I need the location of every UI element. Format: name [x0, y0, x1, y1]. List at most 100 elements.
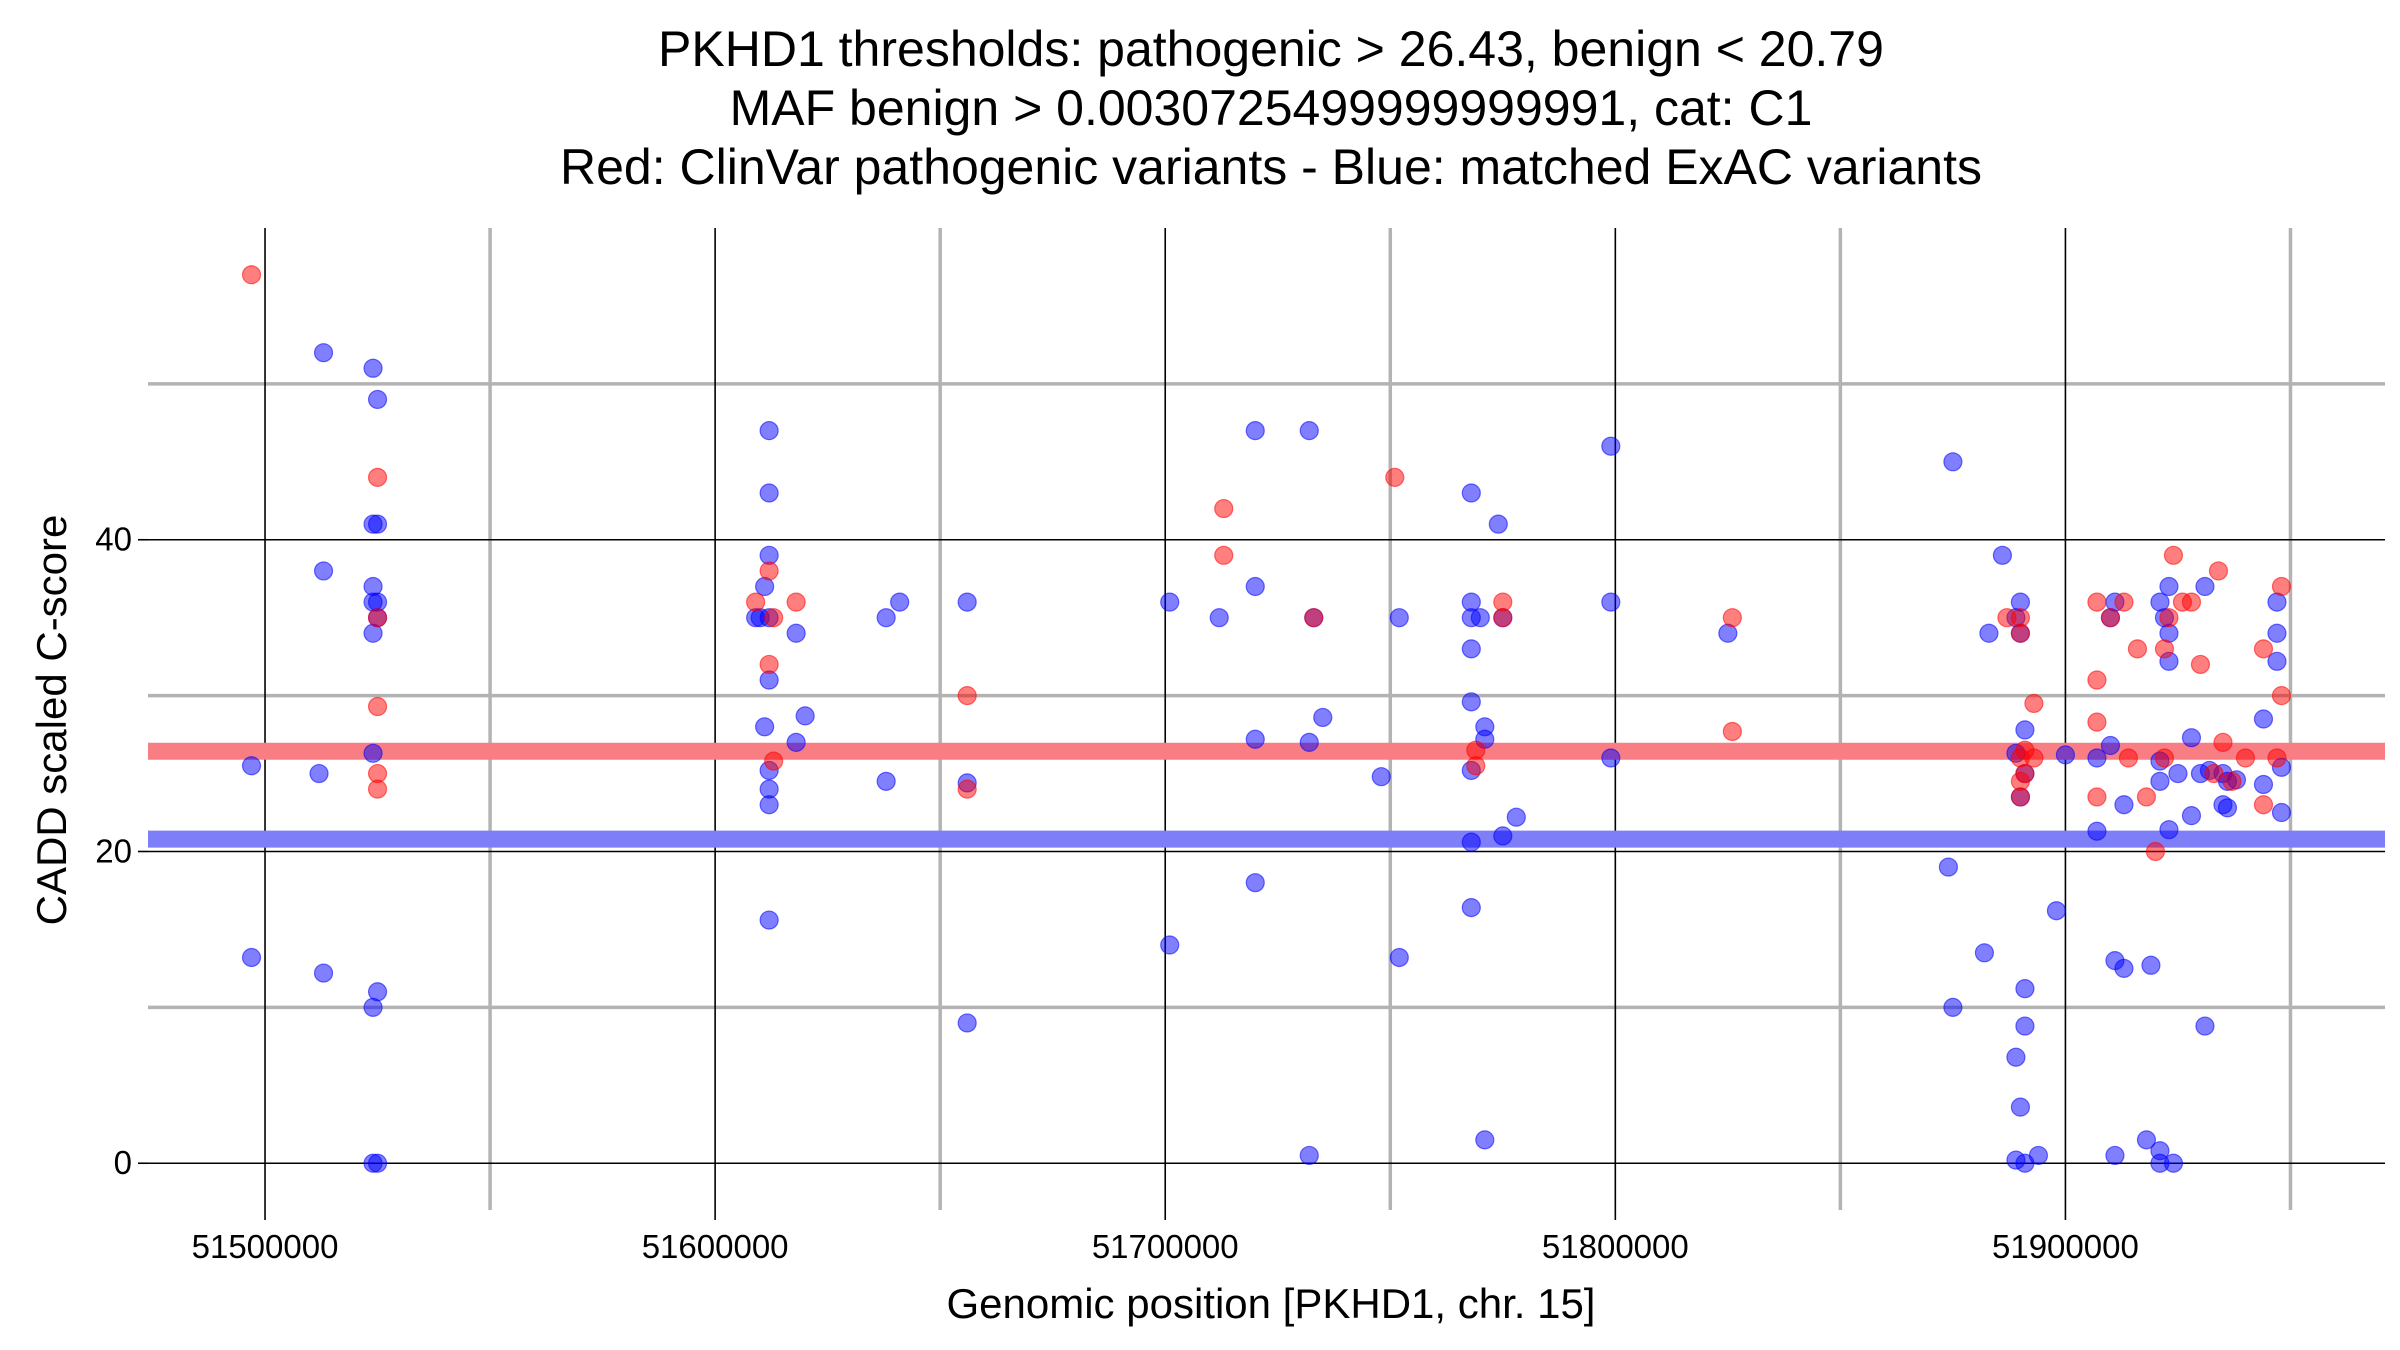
exac-point	[1160, 935, 1180, 955]
exac-point	[1389, 947, 1409, 968]
clinvar-point	[1722, 608, 1742, 628]
exac-point	[367, 389, 388, 410]
clinvar-point	[759, 654, 779, 675]
exac-point	[2141, 955, 2161, 975]
y-axis-title: CADD scaled C-score	[28, 515, 75, 926]
exac-point	[957, 1013, 977, 1033]
x-tick-label: 51700000	[1092, 1228, 1239, 1265]
clinvar-point	[2010, 623, 2031, 643]
exac-point	[1209, 608, 1229, 628]
clinvar-point	[2181, 592, 2202, 612]
clinvar-point	[2154, 748, 2175, 768]
exac-point	[1992, 545, 2013, 565]
y-tick-label: 20	[95, 832, 132, 869]
exac-point	[1245, 421, 1265, 441]
exac-point	[1245, 576, 1265, 597]
exac-point	[363, 358, 383, 378]
x-axis-ticks: 51500000 51600000 51700000 51800000 51900000	[192, 1210, 2139, 1265]
exac-point	[759, 421, 779, 441]
clinvar-point	[957, 779, 977, 799]
clinvar-point	[2087, 712, 2107, 732]
clinvar-point	[2114, 592, 2134, 612]
exac-point	[367, 1153, 388, 1173]
clinvar-point	[2163, 545, 2184, 565]
exac-point	[957, 592, 977, 612]
exac-point	[1601, 748, 1621, 768]
clinvar-point	[2253, 795, 2274, 815]
exac-point	[1470, 608, 1490, 628]
exac-point	[2010, 1097, 2031, 1117]
exac-point	[241, 756, 262, 776]
y-tick-label: 0	[114, 1144, 132, 1181]
exac-point	[1461, 832, 1481, 852]
exac-point	[313, 561, 334, 581]
exac-point	[2163, 1153, 2184, 1173]
clinvar-point	[241, 265, 262, 285]
clinvar-point	[2204, 763, 2224, 784]
exac-point	[1313, 707, 1333, 728]
exac-point	[363, 743, 383, 763]
clinvar-point	[759, 561, 779, 581]
exac-point	[363, 997, 383, 1017]
exac-point	[1299, 421, 1319, 441]
exac-point	[1601, 592, 1621, 612]
clinvar-point	[1493, 608, 1513, 628]
exac-point	[759, 795, 779, 815]
exac-point	[1461, 692, 1481, 712]
exac-point	[1506, 807, 1526, 827]
exac-point	[1160, 592, 1180, 612]
exac-point	[2253, 774, 2274, 795]
exac-point	[2168, 763, 2188, 784]
exac-point	[2159, 576, 2179, 597]
clinvar-point	[2267, 748, 2287, 768]
clinvar-point	[2145, 841, 2166, 862]
clinvar-point	[2271, 686, 2292, 706]
clinvar-point	[1722, 721, 1742, 742]
clinvar-point	[1466, 740, 1486, 760]
exac-point	[1461, 898, 1481, 918]
clinvar-point	[1214, 545, 1234, 565]
clinvar-point	[2154, 639, 2175, 659]
clinvar-point	[2235, 748, 2256, 768]
clinvar-point	[2118, 748, 2139, 768]
clinvar-point	[764, 608, 784, 628]
exac-point	[2114, 795, 2134, 815]
clinvar-point	[2208, 561, 2229, 581]
exac-point	[2028, 1145, 2049, 1166]
exac-point	[2181, 806, 2202, 826]
exac-point	[2217, 798, 2238, 818]
y-tick-label: 40	[95, 521, 132, 558]
exac-point	[2159, 820, 2179, 840]
x-tick-label: 51800000	[1542, 1228, 1689, 1265]
exac-point	[876, 608, 896, 628]
exac-point	[2015, 1016, 2035, 1036]
exac-point	[1488, 514, 1508, 534]
exac-point	[786, 623, 806, 643]
exac-point	[2055, 745, 2076, 765]
exac-point	[1461, 483, 1481, 503]
exac-point	[876, 771, 896, 791]
exac-point	[1389, 608, 1409, 628]
exac-point	[890, 592, 910, 612]
y-axis-ticks: 0 20 40	[95, 521, 148, 1181]
exac-point	[1979, 623, 1999, 643]
exac-point	[1245, 873, 1265, 893]
exac-point	[759, 483, 779, 503]
chart-title-line-1: PKHD1 thresholds: pathogenic > 26.43, be…	[658, 21, 1884, 77]
minor-gridlines	[148, 228, 2385, 1210]
exac-point	[2195, 1016, 2215, 1036]
clinvar-point	[2087, 670, 2107, 690]
clinvar-point	[2127, 639, 2148, 659]
exac-point	[1601, 436, 1621, 456]
clinvar-point	[367, 608, 388, 628]
clinvar-point	[2253, 639, 2274, 659]
exac-point	[309, 763, 329, 784]
exac-point	[2181, 728, 2202, 748]
clinvar-point	[746, 592, 766, 612]
clinvar-point	[2190, 654, 2211, 675]
exac-point	[1938, 857, 1959, 877]
exac-point	[1245, 729, 1265, 749]
exac-point	[2195, 576, 2215, 597]
exac-point	[2271, 802, 2292, 823]
